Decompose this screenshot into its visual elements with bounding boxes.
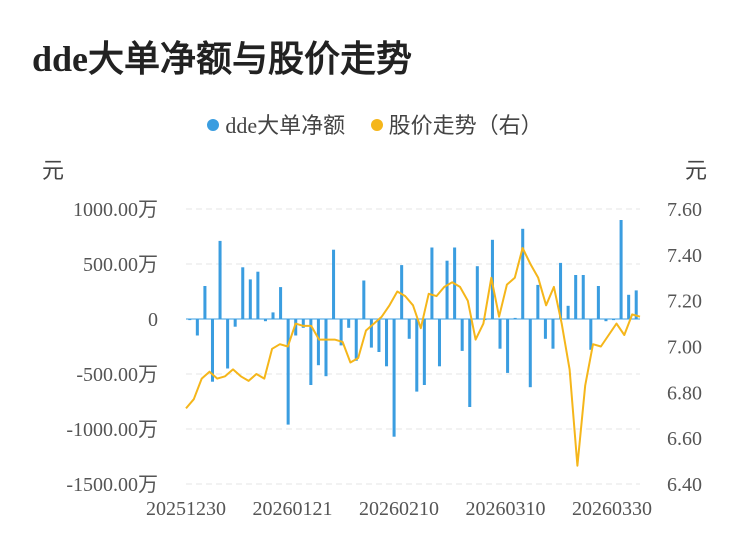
bar[interactable] xyxy=(294,319,298,336)
bar[interactable] xyxy=(377,319,381,352)
y-left-tick: 500.00万 xyxy=(83,254,158,276)
bar[interactable] xyxy=(574,275,578,319)
x-tick: 20260121 xyxy=(253,498,333,520)
bar[interactable] xyxy=(604,319,608,322)
bar[interactable] xyxy=(445,260,449,319)
bar[interactable] xyxy=(400,265,404,319)
bar[interactable] xyxy=(468,319,472,407)
bar[interactable] xyxy=(475,266,479,319)
bar[interactable] xyxy=(339,319,343,346)
bar[interactable] xyxy=(506,319,510,373)
bar[interactable] xyxy=(369,319,373,348)
bar[interactable] xyxy=(589,319,593,350)
y-right-unit: 元 xyxy=(685,158,707,183)
price-line[interactable] xyxy=(185,247,641,467)
legend-item-price[interactable]: 股价走势（右） xyxy=(370,108,543,140)
bar[interactable] xyxy=(324,319,328,377)
bar[interactable] xyxy=(596,286,600,319)
legend-marker-price xyxy=(370,119,383,131)
bar[interactable] xyxy=(271,312,275,319)
bar[interactable] xyxy=(233,319,237,327)
y-right-tick: 6.40 xyxy=(667,474,702,496)
bar[interactable] xyxy=(347,319,351,328)
bar[interactable] xyxy=(634,290,638,319)
bar[interactable] xyxy=(392,319,396,437)
y-left-tick: -1000.00万 xyxy=(66,419,158,441)
bar[interactable] xyxy=(332,249,336,319)
bar[interactable] xyxy=(612,319,616,321)
line-series-price xyxy=(185,247,641,467)
bar[interactable] xyxy=(248,279,252,319)
legend-marker-dde xyxy=(207,119,220,131)
y-left-tick: 1000.00万 xyxy=(73,199,158,221)
bar[interactable] xyxy=(241,267,245,319)
bar[interactable] xyxy=(316,319,320,366)
bar[interactable] xyxy=(203,286,207,319)
grid-lines xyxy=(186,208,640,485)
bar[interactable] xyxy=(263,319,267,322)
bar[interactable] xyxy=(521,228,525,319)
y-left-tick: -1500.00万 xyxy=(66,474,158,496)
bar[interactable] xyxy=(385,319,389,367)
bar[interactable] xyxy=(460,319,464,351)
bar[interactable] xyxy=(566,305,570,319)
y-left-tick: 0 xyxy=(148,309,158,331)
bar[interactable] xyxy=(415,319,419,392)
y-right-tick: 7.60 xyxy=(667,199,702,221)
chart-title: dde大单净额与股价走势 xyxy=(32,39,413,79)
x-tick: 20260210 xyxy=(359,498,439,520)
bar[interactable] xyxy=(195,319,199,336)
y-left-tick: -500.00万 xyxy=(76,364,158,386)
bar[interactable] xyxy=(543,319,547,339)
legend-label-dde: dde大单净额 xyxy=(225,113,346,138)
y-left-unit: 元 xyxy=(42,158,64,183)
bar[interactable] xyxy=(536,284,540,319)
bar[interactable] xyxy=(309,319,313,385)
x-axis: 20251230 20260121 20260210 20260310 20260330 xyxy=(146,498,652,520)
y-right-tick: 7.00 xyxy=(667,337,702,359)
bar[interactable] xyxy=(218,240,222,319)
legend-label-price: 股价走势（右） xyxy=(388,113,543,138)
bar[interactable] xyxy=(354,319,358,361)
x-tick: 20251230 xyxy=(146,498,226,520)
bar[interactable] xyxy=(188,319,192,321)
bar[interactable] xyxy=(301,319,305,328)
y-right-tick: 6.80 xyxy=(667,382,702,404)
bar[interactable] xyxy=(627,294,631,319)
bar[interactable] xyxy=(226,319,230,369)
legend: dde大单净额 股价走势（右） xyxy=(0,108,750,140)
bar[interactable] xyxy=(498,319,502,349)
x-tick: 20260330 xyxy=(572,498,652,520)
bar[interactable] xyxy=(551,319,555,349)
bar[interactable] xyxy=(513,317,517,319)
y-left-axis: 1000.00万 500.00万 0 -500.00万 -1000.00万 -1500.0… xyxy=(66,199,158,496)
bar[interactable] xyxy=(286,319,290,425)
y-right-tick: 6.60 xyxy=(667,428,702,450)
bar[interactable] xyxy=(362,280,366,320)
bar[interactable] xyxy=(422,319,426,385)
bar[interactable] xyxy=(407,319,411,339)
bar[interactable] xyxy=(430,247,434,320)
bar[interactable] xyxy=(619,220,623,319)
bar[interactable] xyxy=(437,319,441,367)
legend-item-dde[interactable]: dde大单净额 xyxy=(207,108,345,140)
y-right-axis: 7.60 7.40 7.20 7.00 6.80 6.60 6.40 xyxy=(667,199,702,496)
x-tick: 20260310 xyxy=(466,498,546,520)
y-right-tick: 7.40 xyxy=(667,245,702,267)
bar[interactable] xyxy=(559,262,563,319)
y-right-tick: 7.20 xyxy=(667,291,702,313)
bar[interactable] xyxy=(256,271,260,319)
bar[interactable] xyxy=(581,275,585,319)
bar[interactable] xyxy=(279,287,283,319)
bar[interactable] xyxy=(528,319,532,388)
bar[interactable] xyxy=(210,319,214,382)
